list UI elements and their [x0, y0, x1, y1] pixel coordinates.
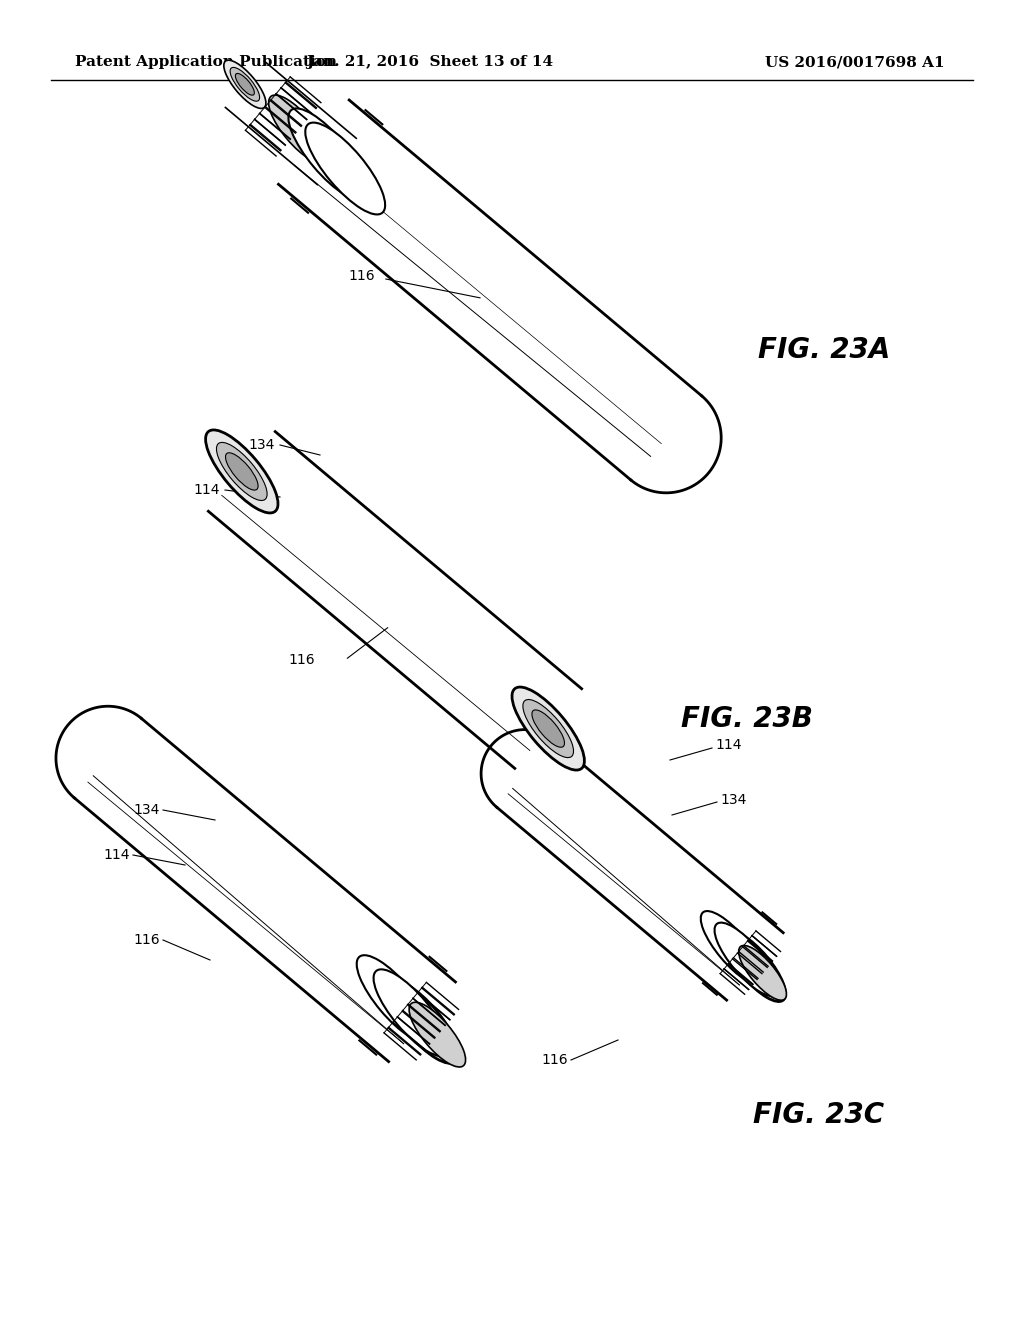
- Ellipse shape: [236, 74, 254, 95]
- Text: 134: 134: [133, 803, 160, 817]
- Text: 134: 134: [720, 793, 746, 807]
- Text: US 2016/0017698 A1: US 2016/0017698 A1: [765, 55, 945, 69]
- Ellipse shape: [406, 1003, 438, 1040]
- Text: 114: 114: [103, 847, 130, 862]
- Text: FIG. 23B: FIG. 23B: [681, 705, 813, 734]
- Ellipse shape: [386, 981, 459, 1064]
- Text: 116: 116: [542, 1053, 568, 1067]
- Text: 116: 116: [133, 933, 160, 946]
- Text: Patent Application Publication: Patent Application Publication: [75, 55, 337, 69]
- Ellipse shape: [733, 942, 776, 991]
- Text: 134: 134: [249, 438, 275, 451]
- Text: 116: 116: [289, 653, 315, 667]
- Ellipse shape: [531, 710, 564, 747]
- Ellipse shape: [410, 1002, 466, 1067]
- Ellipse shape: [512, 686, 585, 770]
- Ellipse shape: [523, 700, 573, 758]
- Ellipse shape: [268, 95, 329, 164]
- Ellipse shape: [305, 123, 385, 214]
- Ellipse shape: [724, 932, 785, 1002]
- Text: 116: 116: [348, 269, 375, 284]
- Ellipse shape: [289, 108, 369, 201]
- Ellipse shape: [356, 956, 432, 1041]
- Text: FIG. 23A: FIG. 23A: [758, 335, 890, 364]
- Ellipse shape: [225, 453, 258, 490]
- Ellipse shape: [715, 923, 778, 997]
- Ellipse shape: [224, 61, 266, 108]
- Ellipse shape: [374, 969, 450, 1056]
- Text: FIG. 23C: FIG. 23C: [753, 1101, 884, 1130]
- Ellipse shape: [396, 993, 447, 1051]
- Ellipse shape: [700, 911, 765, 985]
- Text: Jan. 21, 2016  Sheet 13 of 14: Jan. 21, 2016 Sheet 13 of 14: [306, 55, 554, 69]
- Ellipse shape: [738, 945, 786, 1001]
- Ellipse shape: [741, 950, 769, 982]
- Ellipse shape: [230, 67, 260, 102]
- Text: 114: 114: [715, 738, 741, 752]
- Text: 114: 114: [194, 483, 220, 498]
- Ellipse shape: [206, 430, 278, 513]
- Ellipse shape: [216, 442, 267, 500]
